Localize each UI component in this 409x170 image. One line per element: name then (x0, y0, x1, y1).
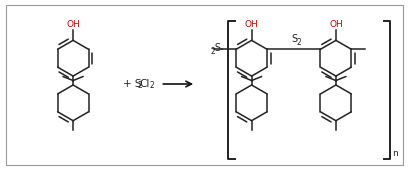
Text: 2: 2 (297, 38, 301, 47)
Text: S: S (292, 34, 298, 44)
Text: n: n (393, 149, 398, 158)
Text: 2: 2 (211, 47, 215, 56)
Text: Cl: Cl (139, 79, 150, 89)
Text: –S: –S (210, 43, 221, 53)
Text: 2: 2 (149, 81, 154, 90)
Text: OH: OH (66, 20, 80, 29)
Text: OH: OH (329, 20, 343, 29)
Text: + S: + S (123, 79, 141, 89)
Text: OH: OH (245, 20, 258, 29)
Text: 2: 2 (137, 81, 142, 90)
